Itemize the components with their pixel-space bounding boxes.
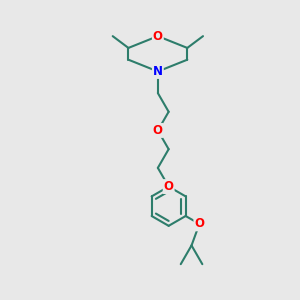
Text: N: N — [153, 65, 163, 78]
Text: O: O — [153, 30, 163, 43]
Text: O: O — [194, 218, 204, 230]
Text: O: O — [164, 180, 174, 193]
Text: O: O — [153, 124, 163, 137]
